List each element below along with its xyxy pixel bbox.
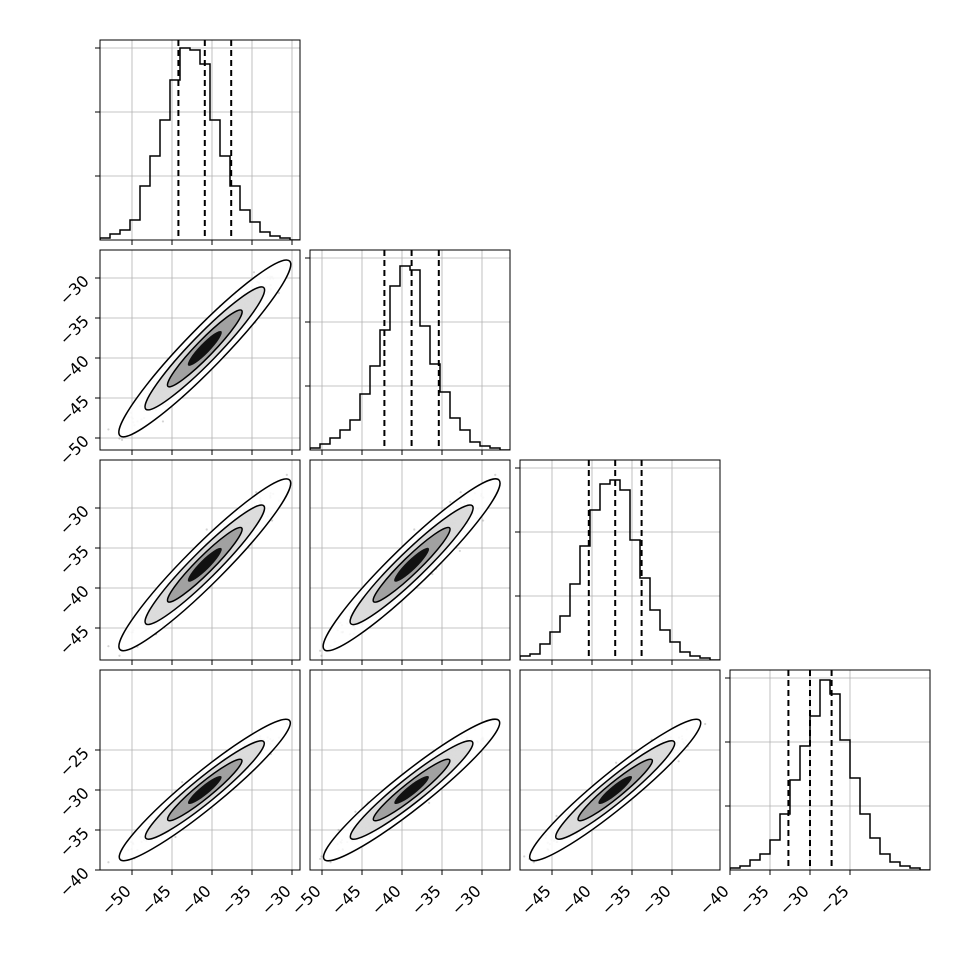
sample-point bbox=[286, 474, 288, 476]
sample-point bbox=[107, 428, 109, 430]
y-tick-label: −30 bbox=[56, 501, 93, 538]
histogram-step bbox=[520, 480, 720, 660]
sample-point bbox=[413, 528, 415, 530]
sample-point bbox=[118, 655, 120, 657]
sample-point bbox=[319, 650, 321, 652]
sample-point bbox=[309, 234, 311, 236]
hist-panel-1 bbox=[305, 250, 510, 455]
y-tick-label: −40 bbox=[56, 351, 93, 388]
y-tick-label: −30 bbox=[56, 271, 93, 308]
y-tick-label: −40 bbox=[56, 581, 93, 618]
sample-point bbox=[308, 672, 310, 674]
sample-point bbox=[206, 528, 208, 530]
sample-point bbox=[309, 457, 311, 459]
panel-frame bbox=[100, 40, 300, 240]
sample-point bbox=[253, 271, 255, 273]
y-tick-label: −50 bbox=[56, 431, 93, 468]
sample-point bbox=[95, 672, 97, 674]
sample-point bbox=[107, 645, 109, 647]
histogram-step bbox=[310, 266, 510, 450]
y-tick-label: −35 bbox=[56, 541, 93, 578]
sample-point bbox=[121, 439, 123, 441]
sample-point bbox=[271, 519, 273, 521]
sample-point bbox=[95, 450, 97, 452]
sample-point bbox=[320, 655, 322, 657]
sample-point bbox=[255, 491, 257, 493]
y-tick-label: −45 bbox=[56, 621, 93, 658]
sample-point bbox=[107, 861, 109, 863]
scatter-panel-3-0: −40−35−30−25−50−45−40−35−30 bbox=[56, 670, 311, 919]
sample-point bbox=[460, 491, 462, 493]
scatter-panel-2-0: −45−40−35−30 bbox=[56, 457, 311, 674]
hist-panel-0 bbox=[95, 40, 300, 245]
sample-point bbox=[524, 457, 526, 459]
sample-point bbox=[459, 550, 461, 552]
scatter-panel-1-0: −50−45−40−35−30 bbox=[56, 234, 311, 469]
sample-point bbox=[118, 437, 120, 439]
sample-point bbox=[494, 474, 496, 476]
y-tick-label: −45 bbox=[56, 391, 93, 428]
histogram-step bbox=[100, 48, 300, 240]
scatter-panel-2-1 bbox=[308, 457, 526, 674]
sample-point bbox=[482, 519, 484, 521]
panel-frame bbox=[310, 250, 510, 450]
sample-point bbox=[449, 501, 451, 503]
sample-point bbox=[95, 880, 97, 882]
sample-point bbox=[162, 420, 164, 422]
y-tick-label: −35 bbox=[56, 311, 93, 348]
hist-panel-2 bbox=[515, 460, 720, 665]
